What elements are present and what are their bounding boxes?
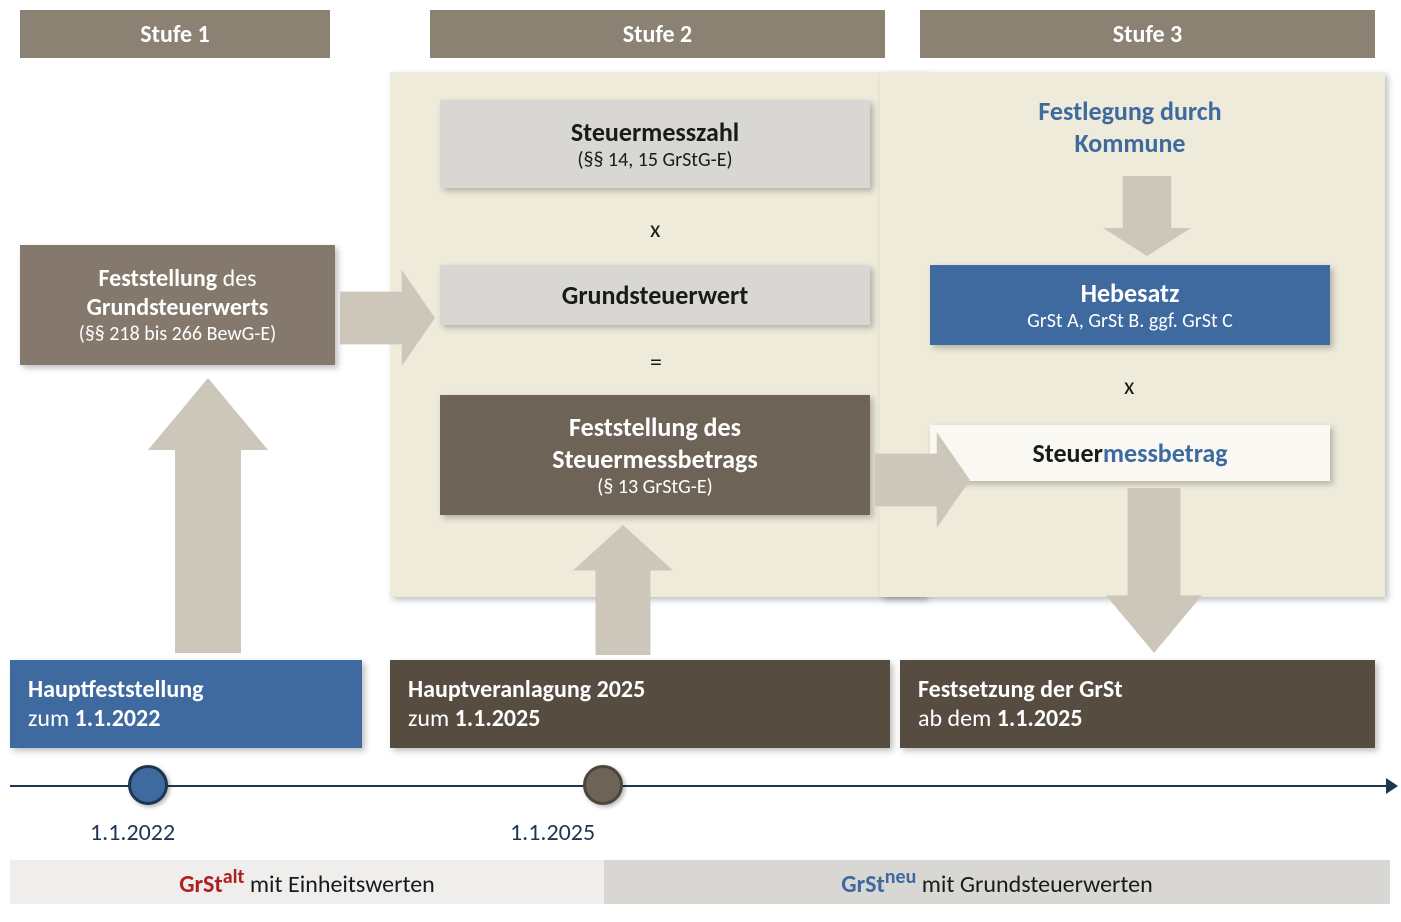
box-hauptfeststellung: Hauptfeststellung zum 1.1.2022 — [10, 660, 362, 748]
arrow-s2-to-s3 — [875, 432, 970, 528]
stage-header-2: Stufe 2 — [430, 10, 885, 58]
t: GrSt — [841, 870, 885, 899]
arrow-s1-to-s2 — [340, 270, 435, 366]
t: ab dem — [918, 704, 997, 733]
box-festsetzung-sub: ab dem 1.1.2025 — [918, 704, 1083, 733]
arrow-s2-up — [573, 525, 673, 655]
t: GrSt — [179, 870, 223, 899]
t: 1.1.2025 — [455, 704, 541, 733]
stage-header-3: Stufe 3 — [920, 10, 1375, 58]
box-grundsteuerwert-title: Grundsteuerwert — [562, 279, 748, 311]
festlegung-line2: Kommune — [930, 127, 1330, 159]
box-feststellung-steuermessbetrag: Feststellung des Steuermessbetrags (§ 13… — [440, 395, 870, 515]
t: 1.1.2025 — [997, 704, 1083, 733]
footer-left-text: GrStalt mit Einheitswerten — [179, 865, 435, 899]
box-feststellung-sub: (§§ 218 bis 266 BewG-E) — [79, 322, 276, 346]
t: des — [217, 264, 256, 293]
stage-header-3-label: Stufe 3 — [1113, 20, 1182, 49]
box-hebesatz: Hebesatz GrSt A, GrSt B. ggf. GrSt C — [930, 265, 1330, 345]
arrow-s3-down-small — [1103, 176, 1191, 256]
t: zum — [28, 704, 75, 733]
box-hebesatz-title: Hebesatz — [1081, 277, 1180, 309]
stage-header-1: Stufe 1 — [20, 10, 330, 58]
box-hauptfeststellung-title: Hauptfeststellung — [28, 675, 203, 704]
t: messbetrag — [1103, 437, 1228, 469]
operator-x-stage3: x — [1124, 372, 1134, 401]
timeline-arrowhead — [1386, 778, 1401, 794]
box-fsmb-line2: Steuermessbetrags — [552, 443, 757, 475]
box-hauptveranlagung-title: Hauptveranlagung 2025 — [408, 675, 645, 704]
t: Steuer — [1032, 437, 1102, 469]
box-hebesatz-sub: GrSt A, GrSt B. ggf. GrSt C — [1027, 309, 1233, 333]
festlegung-line1: Festlegung durch — [930, 95, 1330, 127]
timeline-dot-2 — [583, 765, 623, 805]
box-hauptveranlagung-sub: zum 1.1.2025 — [408, 704, 540, 733]
box-fsmb-line1: Feststellung des — [569, 411, 741, 443]
timeline-dot-1 — [128, 765, 168, 805]
t: mit Grundsteuerwerten — [916, 870, 1152, 899]
footer-right: GrStneu mit Grundsteuerwerten — [604, 860, 1390, 904]
box-feststellung-grundsteuerwert: Feststellung des Grundsteuerwerts (§§ 21… — [20, 245, 335, 365]
stage-header-1-label: Stufe 1 — [140, 20, 209, 49]
box-hauptveranlagung: Hauptveranlagung 2025 zum 1.1.2025 — [390, 660, 890, 748]
t: alt — [223, 865, 245, 889]
box-steuermesszahl-sub: (§§ 14, 15 GrStG-E) — [577, 148, 732, 172]
box-festsetzung-title: Festsetzung der GrSt — [918, 675, 1123, 704]
box-feststellung-line2: Grundsteuerwerts — [87, 293, 269, 322]
footer-left: GrStalt mit Einheitswerten — [10, 860, 604, 904]
box-steuermessbetrag-title: Steuermessbetrag — [1032, 437, 1227, 469]
stage-header-2-label: Stufe 2 — [623, 20, 692, 49]
t: Feststellung — [98, 264, 217, 293]
timeline-label-1: 1.1.2022 — [90, 818, 175, 847]
t: zum — [408, 704, 455, 733]
arrow-s1-up — [148, 378, 268, 653]
t: mit Einheitswerten — [244, 870, 434, 899]
festlegung-title: Festlegung durch Kommune — [930, 95, 1330, 159]
box-festsetzung: Festsetzung der GrSt ab dem 1.1.2025 — [900, 660, 1375, 748]
box-steuermesszahl: Steuermesszahl (§§ 14, 15 GrStG-E) — [440, 100, 870, 188]
t: neu — [885, 865, 917, 889]
operator-eq-stage2: = — [650, 348, 662, 377]
box-grundsteuerwert: Grundsteuerwert — [440, 265, 870, 325]
box-feststellung-line1: Feststellung des — [98, 264, 256, 293]
footer-right-text: GrStneu mit Grundsteuerwerten — [841, 865, 1152, 899]
box-hauptfeststellung-sub: zum 1.1.2022 — [28, 704, 160, 733]
timeline-label-2: 1.1.2025 — [510, 818, 595, 847]
operator-x-stage2: x — [650, 215, 660, 244]
box-steuermessbetrag: Steuermessbetrag — [930, 425, 1330, 481]
box-steuermesszahl-title: Steuermesszahl — [571, 116, 739, 148]
box-fsmb-sub: (§ 13 GrStG-E) — [597, 475, 712, 499]
timeline-line — [10, 785, 1390, 787]
arrow-s3-down-big — [1106, 488, 1202, 653]
t: 1.1.2022 — [75, 704, 161, 733]
